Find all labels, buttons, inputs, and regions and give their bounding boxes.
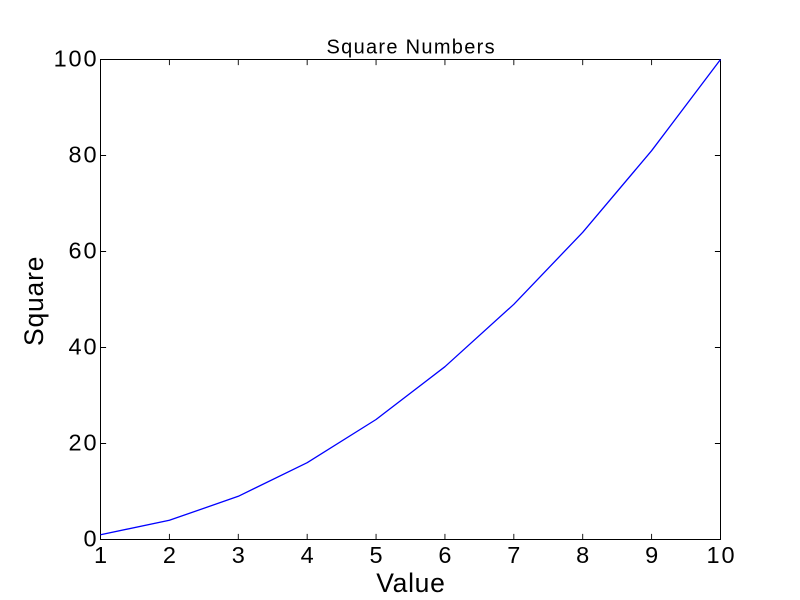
svg-text:10: 10 <box>706 542 736 568</box>
svg-text:9: 9 <box>645 542 660 568</box>
svg-text:80: 80 <box>69 141 99 167</box>
svg-text:5: 5 <box>370 542 385 568</box>
svg-text:20: 20 <box>69 429 99 455</box>
svg-text:0: 0 <box>84 525 99 551</box>
svg-text:Value: Value <box>376 568 445 598</box>
svg-text:100: 100 <box>54 45 99 71</box>
svg-text:1: 1 <box>94 542 109 568</box>
svg-text:6: 6 <box>438 542 453 568</box>
svg-text:4: 4 <box>301 542 316 568</box>
svg-text:40: 40 <box>69 333 99 359</box>
svg-text:Square Numbers: Square Numbers <box>327 36 496 58</box>
svg-text:7: 7 <box>507 542 522 568</box>
svg-text:2: 2 <box>163 542 178 568</box>
svg-text:Square: Square <box>19 256 49 346</box>
svg-text:3: 3 <box>232 542 247 568</box>
svg-text:8: 8 <box>576 542 591 568</box>
svg-text:60: 60 <box>69 237 99 263</box>
